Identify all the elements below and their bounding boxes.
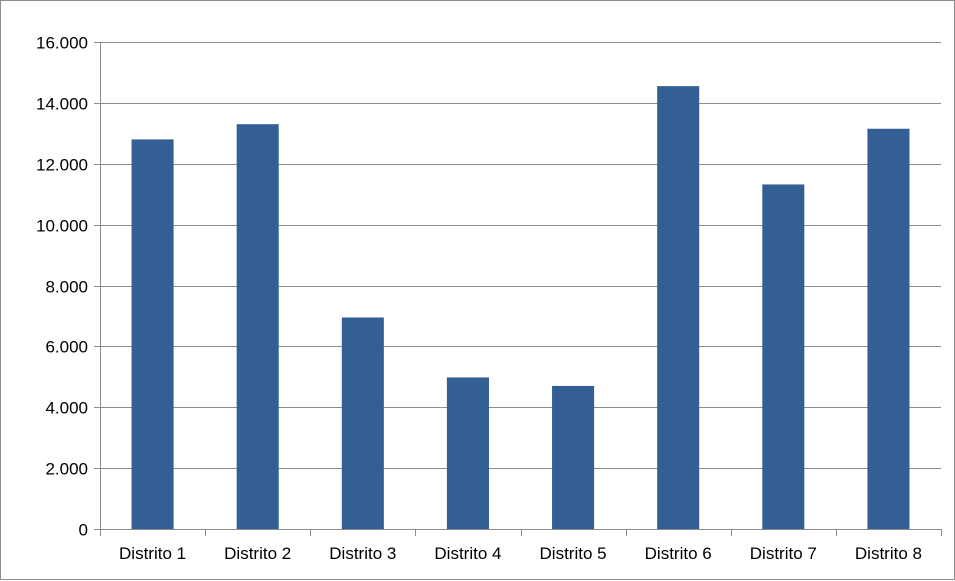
x-tick-label: Distrito 3 <box>329 544 396 563</box>
y-tick-label: 6.000 <box>45 338 88 357</box>
y-tick-label: 12.000 <box>36 156 88 175</box>
x-tick-label: Distrito 7 <box>750 544 817 563</box>
y-tick-labels: 0 2.000 4.000 6.000 8.000 10.000 12.000 14.000 1… <box>36 34 88 540</box>
y-tick-label: 10.000 <box>36 217 88 236</box>
x-tick-label: Distrito 6 <box>645 544 712 563</box>
x-tick-label: Distrito 1 <box>119 544 186 563</box>
bar-distrito-8 <box>867 128 910 529</box>
bar-distrito-3 <box>341 317 384 529</box>
bar-distrito-1 <box>131 139 174 529</box>
gridlines <box>100 42 941 469</box>
y-tick-label: 0 <box>79 521 88 540</box>
bar-distrito-5 <box>552 385 595 529</box>
y-tick-label: 14.000 <box>36 95 88 114</box>
axes <box>94 42 942 536</box>
y-tick-label: 16.000 <box>36 34 88 53</box>
x-tick-label: Distrito 4 <box>434 544 501 563</box>
bar-distrito-2 <box>236 124 279 530</box>
x-tick-label: Distrito 5 <box>540 544 607 563</box>
bar-distrito-7 <box>762 184 805 529</box>
bar-distrito-6 <box>657 86 700 529</box>
bars <box>131 86 910 530</box>
y-tick-label: 4.000 <box>45 399 88 418</box>
bar-distrito-4 <box>446 377 489 529</box>
y-tick-label: 8.000 <box>45 278 88 297</box>
x-tick-label: Distrito 8 <box>855 544 922 563</box>
y-tick-label: 2.000 <box>45 460 88 479</box>
x-tick-label: Distrito 2 <box>224 544 291 563</box>
x-tick-labels: Distrito 1 Distrito 2 Distrito 3 Distrito 4… <box>119 544 922 563</box>
